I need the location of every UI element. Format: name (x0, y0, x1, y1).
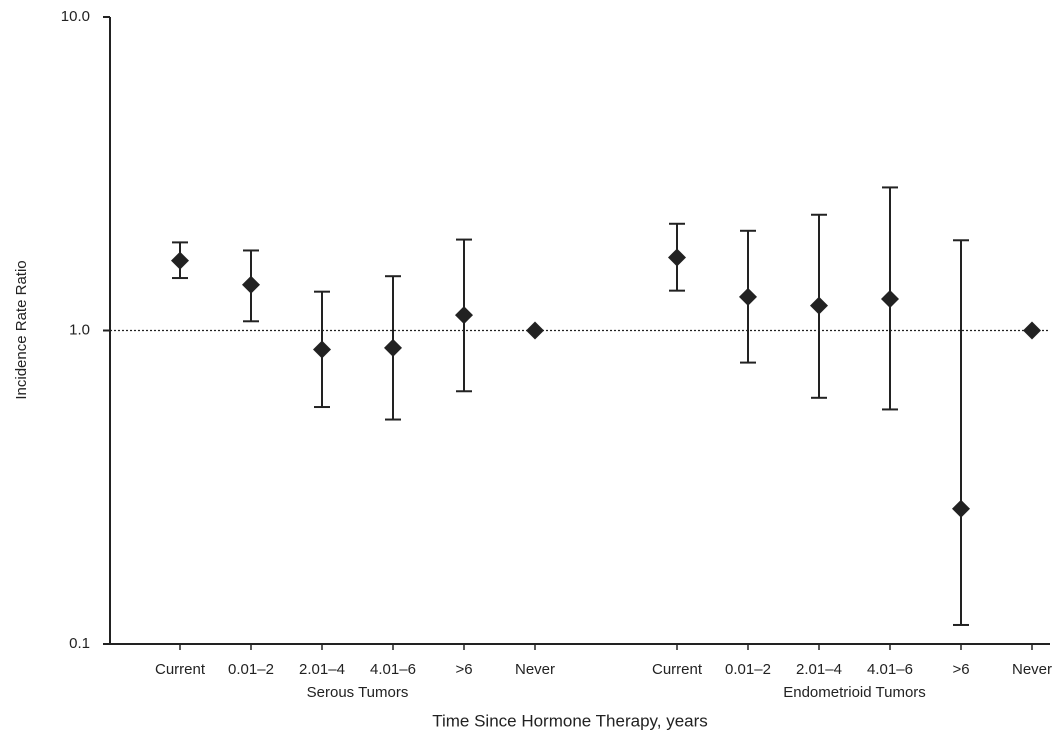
y-tick-label: 10.0 (61, 8, 90, 25)
x-tick-label: 0.01–2 (228, 661, 274, 678)
x-tick-label: Never (515, 661, 555, 678)
point (881, 290, 899, 309)
point (313, 340, 331, 359)
y-tick-label: 1.0 (69, 321, 90, 338)
point (952, 499, 970, 518)
x-tick-label: >6 (952, 661, 969, 678)
point (384, 338, 402, 357)
point (526, 321, 544, 340)
y-tick-label: 0.1 (69, 635, 90, 652)
point (668, 248, 686, 267)
x-tick-label: Current (652, 661, 703, 678)
y-axis-title: Incidence Rate Ratio (13, 260, 30, 399)
point (810, 296, 828, 315)
x-tick-label: Current (155, 661, 206, 678)
x-tick-label: 0.01–2 (725, 661, 771, 678)
x-tick-label: >6 (455, 661, 472, 678)
group-label: Endometrioid Tumors (783, 684, 926, 701)
x-tick-label: 4.01–6 (370, 661, 416, 678)
x-tick-label: 2.01–4 (299, 661, 345, 678)
x-tick-label: 4.01–6 (867, 661, 913, 678)
group-label: Serous Tumors (307, 684, 409, 701)
point (739, 287, 757, 306)
x-tick-label: 2.01–4 (796, 661, 842, 678)
point (1023, 321, 1041, 340)
point (171, 251, 189, 270)
x-tick-label: Never (1012, 661, 1052, 678)
point (242, 275, 260, 294)
point (455, 306, 473, 325)
x-axis-title: Time Since Hormone Therapy, years (432, 711, 708, 730)
